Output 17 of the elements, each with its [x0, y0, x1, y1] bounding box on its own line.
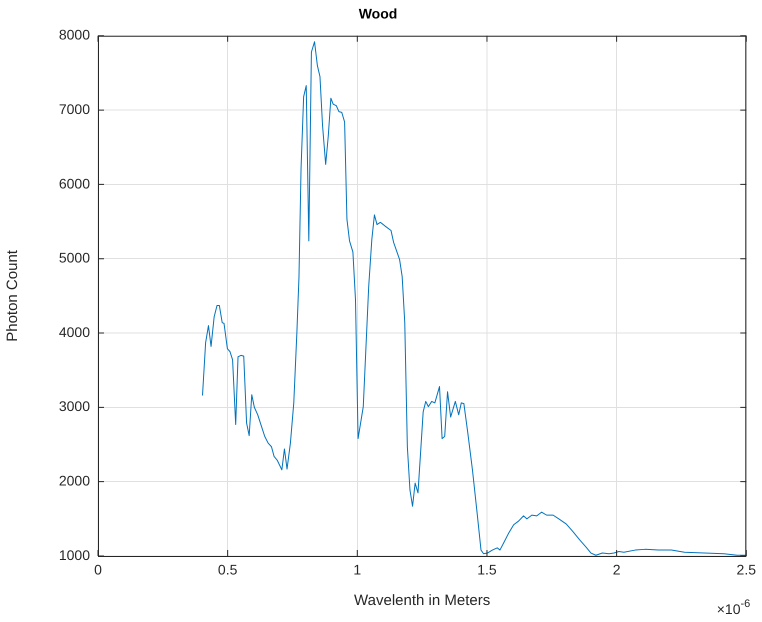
y-tick-label: 8000	[58, 26, 90, 43]
x-tick-label: 0	[94, 561, 102, 578]
chart-title: Wood	[358, 5, 398, 22]
x-tick-label: 2.5	[736, 561, 756, 578]
y-axis-title: Photon Count	[4, 249, 22, 342]
x-tick-label: 1.5	[477, 561, 497, 578]
x-axis-title: Wavelenth in Meters	[354, 592, 490, 610]
y-tick-label: 1000	[58, 546, 90, 563]
x-tick-label: 0.5	[218, 561, 238, 578]
y-tick-label: 2000	[58, 472, 90, 489]
x-tick-label: 1	[353, 561, 362, 578]
y-tick-label: 4000	[58, 324, 90, 340]
x-tick-label: 2	[612, 561, 621, 578]
y-tick-label: 5000	[58, 250, 90, 266]
y-tick-label: 3000	[58, 398, 90, 414]
y-tick-label: 7000	[58, 100, 90, 117]
y-tick-label: 6000	[58, 175, 90, 192]
